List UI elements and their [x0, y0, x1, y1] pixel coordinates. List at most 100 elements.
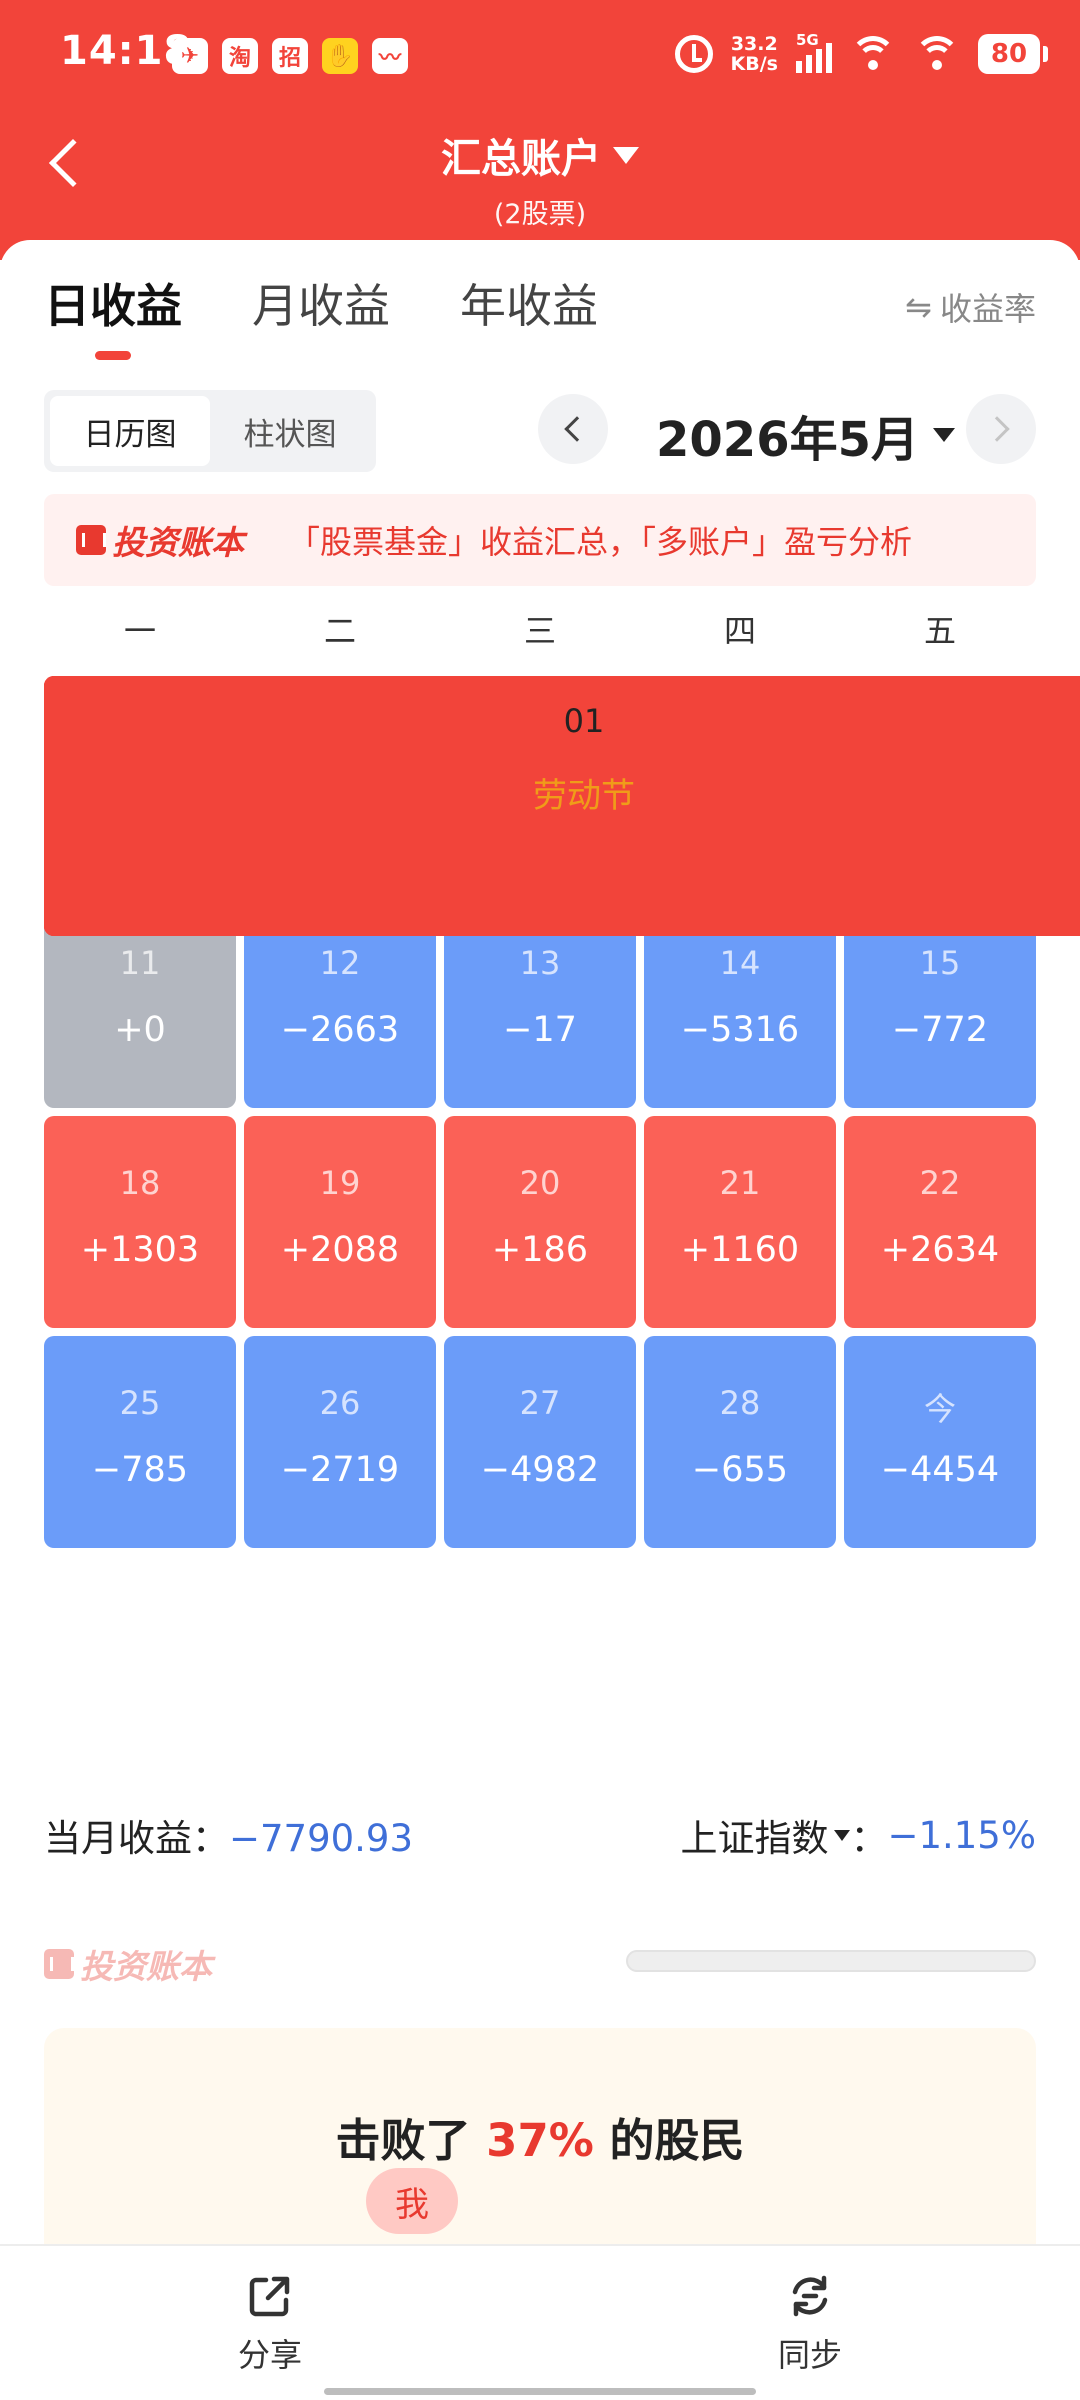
day-earnings: −5316: [680, 1010, 800, 1050]
prev-month-button[interactable]: [538, 394, 608, 464]
banner-text: 「股票基金」收益汇总，「多账户」盈亏分析: [288, 523, 913, 561]
tab-monthly[interactable]: 月收益: [252, 279, 390, 333]
ranking-card: 击败了 37% 的股民 我: [44, 2028, 1036, 2268]
tab-yearly[interactable]: 年收益: [460, 279, 598, 333]
day-earnings: +0: [114, 1010, 166, 1050]
promo-banner[interactable]: 投资账本 「股票基金」收益汇总，「多账户」盈亏分析: [44, 494, 1036, 586]
index-selector[interactable]: 上证指数: [680, 1808, 851, 1862]
weekday-label: 三: [523, 612, 556, 650]
wifi-icon: [850, 36, 896, 72]
day-number: 28: [719, 1384, 761, 1422]
calendar-day[interactable]: 18 +1303: [44, 1116, 236, 1328]
month-label: 2026年5月: [656, 412, 919, 468]
wifi-icon: [914, 36, 960, 72]
ranking-text: 击败了 37% 的股民: [335, 2114, 745, 2167]
day-earnings: −4982: [480, 1450, 600, 1490]
calendar-day[interactable]: 28 −655: [644, 1336, 836, 1548]
day-earnings: −655: [691, 1450, 789, 1490]
dropdown-arrow-icon: [834, 1829, 851, 1841]
account-subtitle: (2股票): [493, 199, 587, 230]
day-earnings: −17: [503, 1010, 577, 1050]
earnings-tabs: 日收益 月收益 年收益: [44, 270, 598, 360]
day-number: 12: [319, 944, 361, 982]
ranking-percent: 37%: [486, 2114, 594, 2167]
calendar-day[interactable]: 26 −2719: [244, 1336, 436, 1548]
share-button[interactable]: 分享: [190, 2272, 350, 2376]
day-number: 19: [319, 1164, 361, 1202]
loading-placeholder: [626, 1950, 1036, 1972]
dropdown-arrow-icon: [613, 146, 639, 164]
stock-chart-icon: 〰: [372, 38, 408, 74]
next-month-button[interactable]: [966, 394, 1036, 464]
day-number: 20: [519, 1164, 561, 1202]
calendar-day[interactable]: 19 +2088: [244, 1116, 436, 1328]
day-earnings: +1303: [80, 1230, 200, 1270]
battery-icon: 80: [978, 34, 1048, 74]
index-change-value: −1.15%: [887, 1813, 1036, 1857]
weekday-label: 一: [123, 612, 156, 650]
day-number: 26: [319, 1384, 361, 1422]
month-selector[interactable]: 2026年5月: [656, 400, 955, 470]
app-logo: 投资账本: [76, 516, 244, 564]
chevron-left-icon: [564, 416, 590, 442]
calendar-day[interactable]: 今 −4454: [844, 1336, 1036, 1548]
day-earnings: −2719: [280, 1450, 400, 1490]
calendar-day[interactable]: 25 −785: [44, 1336, 236, 1548]
me-marker: 我: [366, 2168, 458, 2234]
ledger-icon: [44, 1949, 74, 1979]
calendar-day[interactable]: 27 −4982: [444, 1336, 636, 1548]
calendar-grid: 2728293001劳动节04休05休06+721007−2608+1911+0…: [44, 676, 1080, 1548]
day-earnings: −4454: [880, 1450, 1000, 1490]
day-number: 15: [919, 944, 961, 982]
dropdown-arrow-icon: [933, 428, 955, 442]
day-earnings: +186: [491, 1230, 589, 1270]
view-toggle: 日历图 柱状图: [44, 390, 376, 472]
day-earnings: −2663: [280, 1010, 400, 1050]
day-earnings: +2088: [280, 1230, 400, 1270]
day-number: 今: [923, 1390, 956, 1428]
ledger-icon: [76, 525, 106, 555]
alarm-icon: [674, 35, 713, 73]
taobao-icon: 淘: [222, 38, 258, 74]
day-number: 13: [519, 944, 561, 982]
status-bar: 14:18 ✈ 淘招 ✋ 〰 33.2 KB/s 5G 80: [0, 0, 1080, 112]
calendar-day[interactable]: 01 劳动节: [44, 676, 1080, 936]
status-right: 33.2 KB/s 5G 80: [674, 31, 1048, 74]
cmb-bank-icon: 招: [272, 38, 308, 74]
calendar-day[interactable]: 22 +2634: [844, 1116, 1036, 1328]
weekday-header: 一二三四五: [44, 608, 1036, 654]
notification-icons: ✈ 淘招 ✋ 〰: [172, 38, 408, 74]
calendar-view-option[interactable]: 日历图: [50, 396, 210, 466]
rate-toggle[interactable]: ⇋ 收益率: [905, 284, 1036, 330]
calendar-day[interactable]: 20 +186: [444, 1116, 636, 1328]
day-number: 25: [119, 1384, 161, 1422]
hand-app-icon: ✋: [322, 38, 358, 74]
day-number: 21: [719, 1164, 761, 1202]
weekday-label: 二: [323, 612, 356, 650]
day-number: 14: [719, 944, 761, 982]
home-indicator[interactable]: [324, 2388, 756, 2395]
day-number: 11: [119, 944, 161, 982]
day-number: 27: [519, 1384, 561, 1422]
month-earnings-label: 当月收益：: [44, 1817, 229, 1860]
telegram-icon: ✈: [172, 38, 208, 74]
account-title: 汇总账户: [441, 136, 601, 182]
bar-chart-view-option[interactable]: 柱状图: [243, 416, 337, 453]
cell-signal-icon: 5G: [796, 31, 832, 73]
day-earnings: −772: [891, 1010, 989, 1050]
sync-icon: [792, 2275, 828, 2317]
day-earnings: −785: [91, 1450, 189, 1490]
calendar-day[interactable]: 21 +1160: [644, 1116, 836, 1328]
tab-daily[interactable]: 日收益: [44, 270, 182, 360]
day-number: 18: [119, 1164, 161, 1202]
status-time: 14:18: [60, 28, 193, 74]
swap-icon: ⇋: [905, 288, 932, 326]
app-watermark-logo: 投资账本: [44, 1940, 212, 1988]
day-earnings: +1160: [680, 1230, 800, 1270]
account-selector[interactable]: 汇总账户 (2股票): [0, 126, 1080, 231]
weekday-label: 五: [923, 612, 956, 650]
day-earnings: +2634: [880, 1230, 1000, 1270]
sync-button[interactable]: 同步: [730, 2272, 890, 2376]
bottom-bar: 分享 同步: [0, 2244, 1080, 2400]
day-number: 01: [563, 702, 605, 740]
